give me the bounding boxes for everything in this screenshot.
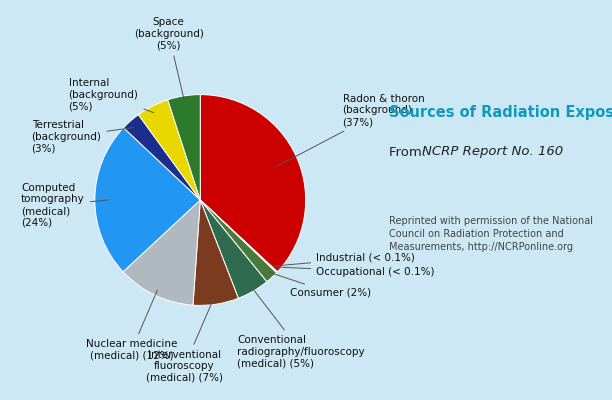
Text: Industrial (< 0.1%): Industrial (< 0.1%) <box>274 253 415 266</box>
Wedge shape <box>168 94 200 200</box>
Wedge shape <box>200 200 277 272</box>
Text: Interventional
fluoroscopy
(medical) (7%): Interventional fluoroscopy (medical) (7%… <box>146 298 223 383</box>
Text: Consumer (2%): Consumer (2%) <box>269 272 371 298</box>
Wedge shape <box>200 200 277 282</box>
Text: Computed
tomography
(medical)
(24%): Computed tomography (medical) (24%) <box>21 183 108 228</box>
Wedge shape <box>200 200 277 273</box>
Wedge shape <box>200 94 305 272</box>
Text: Occupational (< 0.1%): Occupational (< 0.1%) <box>274 267 435 277</box>
Wedge shape <box>124 115 200 200</box>
Text: Sources of Radiation Exposure: Sources of Radiation Exposure <box>389 104 612 120</box>
Text: Conventional
radiography/fluoroscopy
(medical) (5%): Conventional radiography/fluoroscopy (me… <box>237 286 365 368</box>
Wedge shape <box>200 200 267 298</box>
Text: From:: From: <box>389 146 430 158</box>
Wedge shape <box>123 200 200 305</box>
Wedge shape <box>95 128 200 272</box>
Text: Space
(background)
(5%): Space (background) (5%) <box>133 17 204 102</box>
Text: Nuclear medicine
(medical) (12%): Nuclear medicine (medical) (12%) <box>86 290 177 361</box>
Text: Terrestrial
(background)
(3%): Terrestrial (background) (3%) <box>32 120 133 153</box>
Text: Radon & thoron
(background)
(37%): Radon & thoron (background) (37%) <box>275 94 424 167</box>
Text: NCRP Report No. 160: NCRP Report No. 160 <box>422 146 564 158</box>
Wedge shape <box>138 100 200 200</box>
Text: Reprinted with permission of the National
Council on Radiation Protection and
Me: Reprinted with permission of the Nationa… <box>389 216 592 252</box>
Text: Internal
(background)
(5%): Internal (background) (5%) <box>69 78 154 113</box>
Wedge shape <box>193 200 238 305</box>
